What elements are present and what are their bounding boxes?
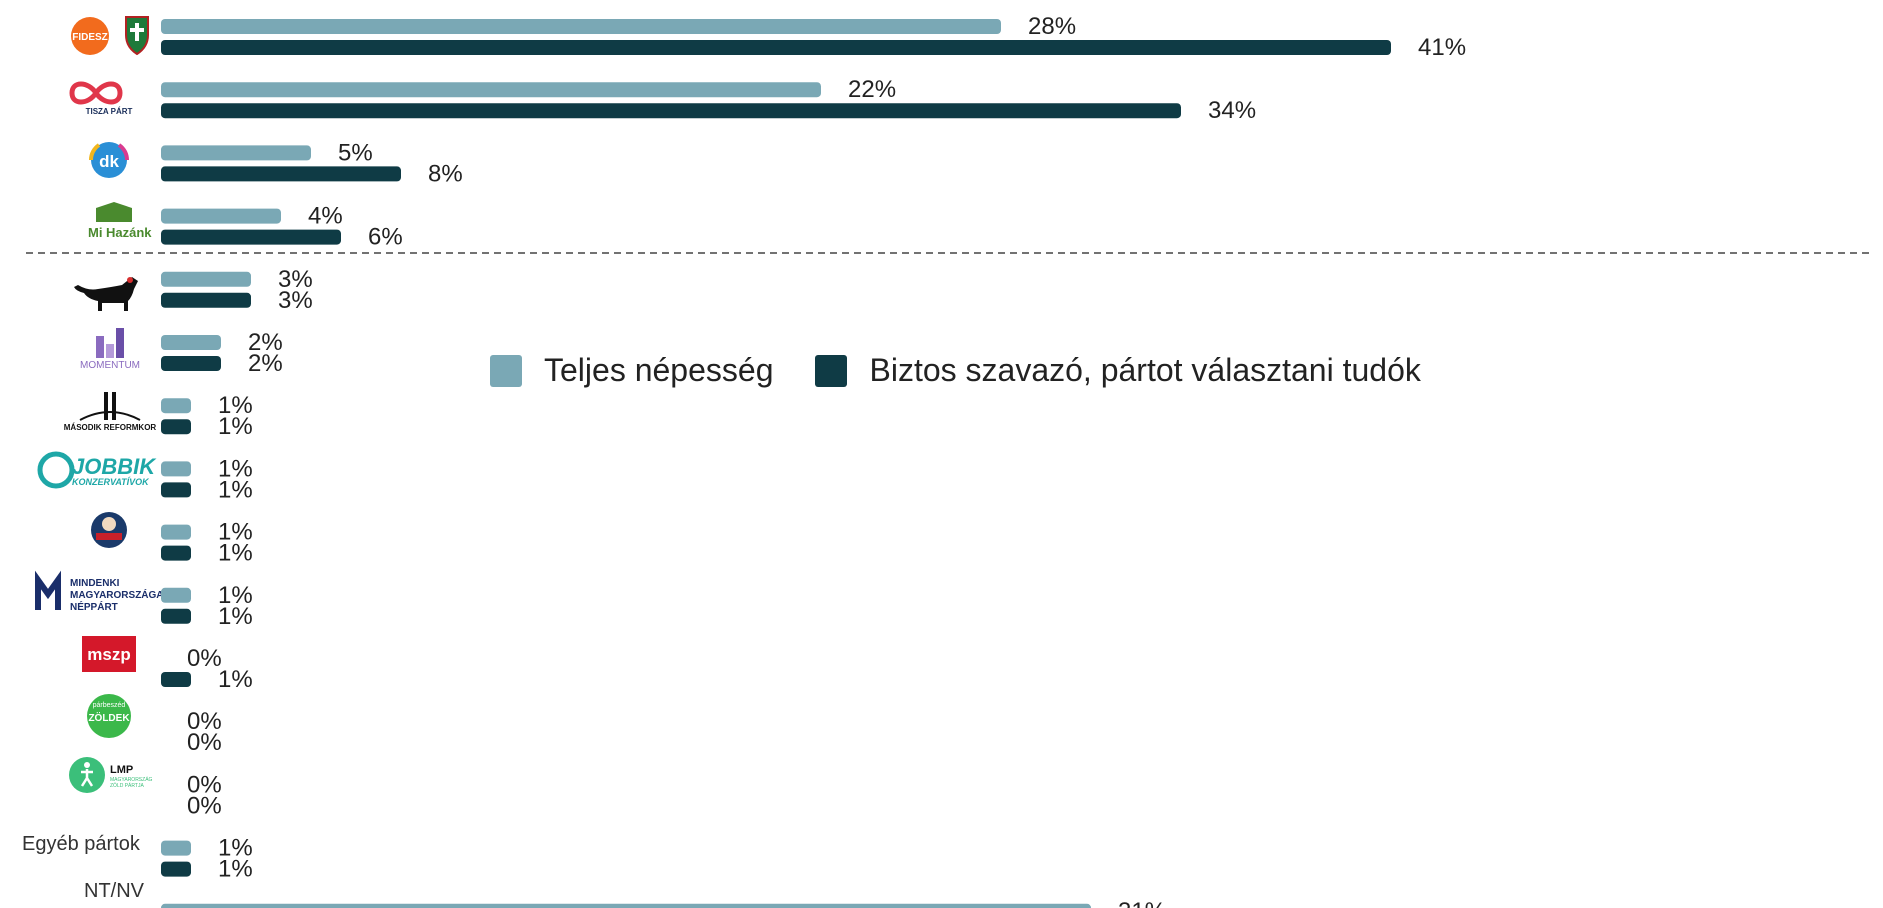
value-label-teljes-3: 4% (308, 203, 343, 230)
svg-text:dk: dk (99, 152, 119, 171)
value-label-biztos-5: 2% (248, 350, 283, 377)
bar-teljes-1 (161, 82, 821, 98)
bar-biztos-5 (161, 356, 221, 371)
bar-biztos-3 (161, 229, 341, 245)
legend-item-teljes: Teljes népesség (490, 352, 773, 389)
bar-biztos-0 (161, 40, 1391, 55)
bar-biztos-7 (161, 482, 191, 498)
kdnp-shield-icon (125, 16, 149, 56)
svg-text:párbeszéd: párbeszéd (93, 702, 126, 709)
legend-swatch-biztos (815, 354, 848, 387)
tisza-logo: TISZA PÁRT (69, 81, 133, 116)
svg-text:MAGYARORSZÁG: MAGYARORSZÁG (110, 776, 153, 783)
value-label-teljes-1: 22% (848, 76, 896, 103)
bar-teljes-6 (161, 398, 191, 414)
jobbik-logo: JOBBIK KONZERVATÍVOK (37, 451, 157, 489)
value-label-teljes-11: 0% (187, 708, 222, 735)
bar-biztos-6 (161, 419, 191, 435)
value-label-biztos-8: 1% (218, 540, 253, 567)
value-label-biztos-7: 1% (218, 476, 253, 503)
bar-teljes-5 (161, 335, 221, 350)
momentum-logo: MOMENTUM (80, 328, 140, 371)
parbeszed-zoldek-logo: párbeszéd ZÖLDEK (87, 694, 131, 738)
value-label-biztos-3: 6% (368, 224, 403, 251)
party-logos: FIDESZ TISZA PÁRT dk Mi Hazánk (22, 16, 164, 902)
legend-label-teljes: Teljes népesség (544, 352, 774, 388)
legend: Teljes népesség Biztos szavazó, pártot v… (490, 352, 1463, 389)
svg-text:MINDENKI: MINDENKI (70, 578, 120, 589)
lmp-logo: LMP MAGYARORSZÁG ZÖLD PÁRTJA (69, 757, 153, 793)
svg-text:Mi: Mi (88, 225, 102, 240)
value-label-teljes-10: 0% (187, 645, 222, 672)
svg-text:KONZERVATÍVOK: KONZERVATÍVOK (72, 477, 150, 487)
svg-text:ZÖLD PÁRTJA: ZÖLD PÁRTJA (110, 782, 144, 789)
legend-swatch-teljes (490, 354, 522, 387)
category-label-ntnv: NT/NV (84, 880, 145, 902)
bar-biztos-2 (161, 166, 401, 182)
bar-teljes-2 (161, 145, 311, 161)
value-label-biztos-13: 1% (218, 856, 253, 883)
bar-biztos-8 (161, 545, 191, 561)
bar-biztos-13 (161, 861, 191, 877)
value-label-teljes-0: 28% (1028, 13, 1076, 40)
value-label-teljes-2: 5% (338, 139, 373, 166)
value-label-teljes-9: 1% (218, 582, 253, 609)
svg-text:LMP: LMP (110, 764, 133, 776)
value-label-biztos-12: 0% (187, 792, 222, 819)
svg-text:MÁSODIK REFORMKOR: MÁSODIK REFORMKOR (64, 423, 157, 432)
bar-teljes-4 (161, 271, 251, 287)
two-tailed-dog-icon (74, 277, 138, 311)
neppart-logo (91, 512, 127, 548)
bar-teljes-13 (161, 840, 191, 856)
bars-layer: 28%41%22%34%5%8%4%6%3%3%2%2%1%1%1%1%1%1%… (161, 13, 1466, 908)
value-label-biztos-11: 0% (187, 729, 222, 756)
svg-text:FIDESZ: FIDESZ (72, 32, 108, 43)
mszp-logo: mszp (82, 636, 136, 672)
bar-teljes-0 (161, 19, 1001, 34)
fidesz-logo: FIDESZ (71, 17, 109, 55)
bar-teljes-7 (161, 461, 191, 477)
category-label-egyeb: Egyéb pártok (22, 833, 141, 855)
value-label-biztos-10: 1% (218, 666, 253, 693)
masodik-reformkor-logo: MÁSODIK REFORMKOR (64, 392, 157, 432)
value-label-teljes-12: 0% (187, 771, 222, 798)
bar-biztos-1 (161, 103, 1181, 119)
mmn-logo: MINDENKI MAGYARORSZÁGA NÉPPÁRT (35, 570, 164, 613)
svg-text:MAGYARORSZÁGA: MAGYARORSZÁGA (70, 588, 164, 601)
bar-biztos-4 (161, 292, 251, 308)
bar-teljes-14 (161, 903, 1091, 908)
value-label-biztos-9: 1% (218, 603, 253, 630)
svg-text:ZÖLDEK: ZÖLDEK (88, 711, 130, 724)
bar-teljes-8 (161, 524, 191, 540)
svg-text:Hazánk: Hazánk (106, 225, 152, 240)
mihazank-logo: Mi Hazánk (88, 202, 152, 240)
value-label-biztos-0: 41% (1418, 34, 1466, 61)
dk-logo: dk (88, 142, 130, 178)
bar-biztos-10 (161, 672, 191, 687)
value-label-teljes-8: 1% (218, 519, 253, 546)
bar-biztos-9 (161, 608, 191, 624)
bar-teljes-3 (161, 208, 281, 224)
bar-teljes-9 (161, 587, 191, 603)
legend-item-biztos: Biztos szavazó, pártot választani tudók (815, 352, 1421, 389)
value-label-teljes-4: 3% (278, 266, 313, 293)
value-label-teljes-5: 2% (248, 329, 283, 356)
svg-text:mszp: mszp (87, 645, 130, 664)
value-label-teljes-7: 1% (218, 455, 253, 482)
value-label-biztos-6: 1% (218, 413, 253, 440)
svg-text:NÉPPÁRT: NÉPPÁRT (70, 600, 118, 613)
svg-text:TISZA PÁRT: TISZA PÁRT (86, 107, 133, 116)
legend-label-biztos: Biztos szavazó, pártot választani tudók (869, 352, 1421, 388)
value-label-biztos-4: 3% (278, 287, 313, 314)
value-label-teljes-13: 1% (218, 835, 253, 862)
value-label-teljes-6: 1% (218, 392, 253, 419)
value-label-biztos-2: 8% (428, 160, 463, 187)
svg-text:MOMENTUM: MOMENTUM (80, 360, 140, 371)
value-label-biztos-1: 34% (1208, 97, 1256, 124)
svg-text:JOBBIK: JOBBIK (72, 454, 157, 479)
value-label-teljes-14: 31% (1118, 898, 1166, 908)
